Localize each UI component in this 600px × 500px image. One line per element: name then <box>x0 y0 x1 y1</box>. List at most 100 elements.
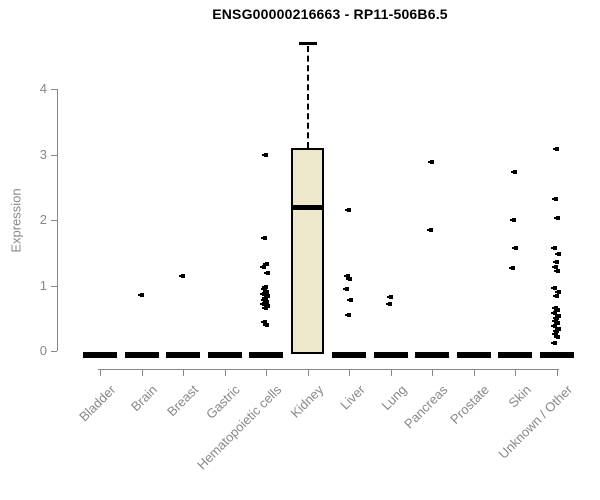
zero-median-bar-unknown-other <box>539 352 574 358</box>
x-tick <box>349 369 350 376</box>
data-point <box>550 286 557 291</box>
data-point <box>553 269 560 274</box>
zero-median-bar-skin <box>498 352 532 358</box>
zero-median-bar-gastric <box>207 352 242 358</box>
data-point <box>552 316 559 321</box>
x-tick <box>142 369 143 376</box>
data-point <box>554 313 561 318</box>
data-point <box>261 320 267 325</box>
x-tick <box>391 369 392 376</box>
data-point <box>346 276 352 281</box>
x-category-label-breast: Breast <box>164 382 202 420</box>
data-point <box>550 341 557 346</box>
x-axis-line <box>98 369 559 370</box>
data-point <box>262 305 268 310</box>
data-point <box>386 295 393 300</box>
y-tick <box>51 89 57 90</box>
upper-whisker-cap-kidney <box>298 42 317 46</box>
x-tick <box>266 369 267 376</box>
data-point <box>261 236 267 241</box>
zero-median-bar-brain <box>124 352 159 358</box>
y-tick-label: 1 <box>39 278 47 293</box>
data-point <box>263 261 269 266</box>
data-point <box>262 152 268 157</box>
data-point <box>509 265 515 270</box>
x-category-label-lung: Lung <box>378 382 410 414</box>
x-category-label-kidney: Kidney <box>287 382 327 421</box>
x-category-label-brain: Brain <box>128 382 161 415</box>
x-tick <box>557 369 558 376</box>
data-point <box>260 292 266 296</box>
x-category-label-prostate: Prostate <box>447 382 493 427</box>
y-tick <box>51 155 57 156</box>
data-point <box>260 264 266 269</box>
y-tick-label: 3 <box>39 147 47 162</box>
data-point <box>553 334 560 339</box>
data-point <box>552 259 559 264</box>
data-point <box>343 286 349 291</box>
x-tick <box>515 369 516 376</box>
zero-median-bar-bladder <box>83 352 117 358</box>
chart-title: ENSG00000216663 - RP11-506B6.5 <box>212 6 448 22</box>
x-category-label-pancreas: Pancreas <box>401 382 451 432</box>
y-axis-line <box>57 89 58 351</box>
x-tick <box>225 369 226 376</box>
data-point <box>512 245 518 250</box>
data-point <box>553 321 560 326</box>
y-tick-label: 4 <box>39 81 47 96</box>
data-point <box>263 322 269 327</box>
data-point <box>552 147 559 152</box>
data-point <box>264 271 270 276</box>
data-point <box>261 287 267 292</box>
data-point <box>552 329 559 334</box>
data-point <box>554 252 561 257</box>
x-category-label-skin: Skin <box>505 382 534 411</box>
data-point <box>511 170 517 175</box>
data-point <box>551 318 558 323</box>
data-point <box>550 311 557 315</box>
zero-median-bar-prostate <box>456 352 491 358</box>
y-tick <box>51 351 57 352</box>
data-point <box>551 331 558 336</box>
x-tick <box>100 369 101 376</box>
data-point <box>345 312 351 317</box>
zero-median-bar-lung <box>373 352 408 358</box>
data-point <box>345 208 351 213</box>
x-tick <box>474 369 475 376</box>
data-point <box>179 273 185 278</box>
y-tick <box>51 220 57 221</box>
data-point <box>551 305 558 310</box>
data-point <box>554 290 561 295</box>
data-point <box>347 297 353 302</box>
x-tick <box>308 369 309 376</box>
zero-median-bar-pancreas <box>415 352 449 358</box>
zero-median-bar-hematopoietic-cells <box>249 352 283 358</box>
data-point <box>428 160 434 165</box>
data-point <box>344 273 350 278</box>
x-tick <box>432 369 433 376</box>
data-point <box>550 246 557 251</box>
median-line-kidney <box>293 204 322 210</box>
data-point <box>552 293 559 298</box>
data-point <box>427 227 433 232</box>
zero-median-bar-liver <box>332 352 366 358</box>
data-point <box>551 265 558 270</box>
data-point <box>553 308 560 313</box>
data-point <box>510 218 516 222</box>
data-point <box>137 293 144 298</box>
data-point <box>551 197 558 202</box>
y-tick-label: 2 <box>39 212 47 227</box>
y-tick <box>51 286 57 287</box>
x-category-label-gastric: Gastric <box>203 382 244 422</box>
y-tick-label: 0 <box>39 343 47 358</box>
data-point <box>385 301 392 306</box>
data-point <box>553 216 560 221</box>
x-category-label-unknown-other: Unknown / Other <box>495 382 576 462</box>
data-point <box>262 284 268 289</box>
x-category-label-liver: Liver <box>337 382 368 413</box>
data-point <box>554 326 561 331</box>
box-kidney <box>291 147 324 354</box>
data-point <box>260 301 266 306</box>
x-category-label-bladder: Bladder <box>76 382 119 425</box>
